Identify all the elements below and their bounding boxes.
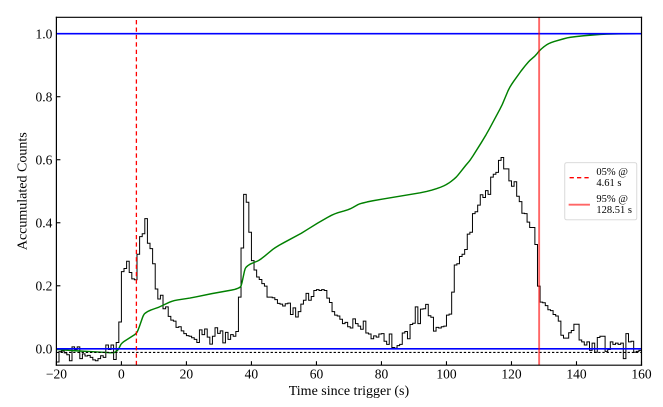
svg-text:1.0: 1.0	[36, 26, 53, 41]
svg-text:0: 0	[118, 367, 125, 382]
svg-text:Time since trigger (s): Time since trigger (s)	[289, 384, 410, 399]
svg-text:120: 120	[501, 367, 522, 382]
svg-text:−20: −20	[46, 367, 67, 382]
svg-text:100: 100	[436, 367, 457, 382]
svg-text:4.61 s: 4.61 s	[596, 178, 621, 189]
svg-text:05% @: 05% @	[596, 167, 628, 178]
svg-text:140: 140	[566, 367, 587, 382]
svg-text:95% @: 95% @	[596, 194, 628, 205]
svg-text:0.0: 0.0	[36, 341, 53, 356]
svg-text:Accumulated Counts: Accumulated Counts	[16, 132, 31, 250]
svg-text:0.6: 0.6	[36, 152, 53, 167]
svg-text:60: 60	[310, 367, 324, 382]
svg-text:0.4: 0.4	[36, 215, 53, 230]
svg-text:128.51 s: 128.51 s	[596, 205, 632, 216]
svg-text:40: 40	[245, 367, 259, 382]
svg-text:0.2: 0.2	[36, 278, 53, 293]
svg-text:0.8: 0.8	[36, 89, 53, 104]
svg-text:80: 80	[375, 367, 389, 382]
svg-text:160: 160	[631, 367, 652, 382]
svg-text:20: 20	[180, 367, 194, 382]
